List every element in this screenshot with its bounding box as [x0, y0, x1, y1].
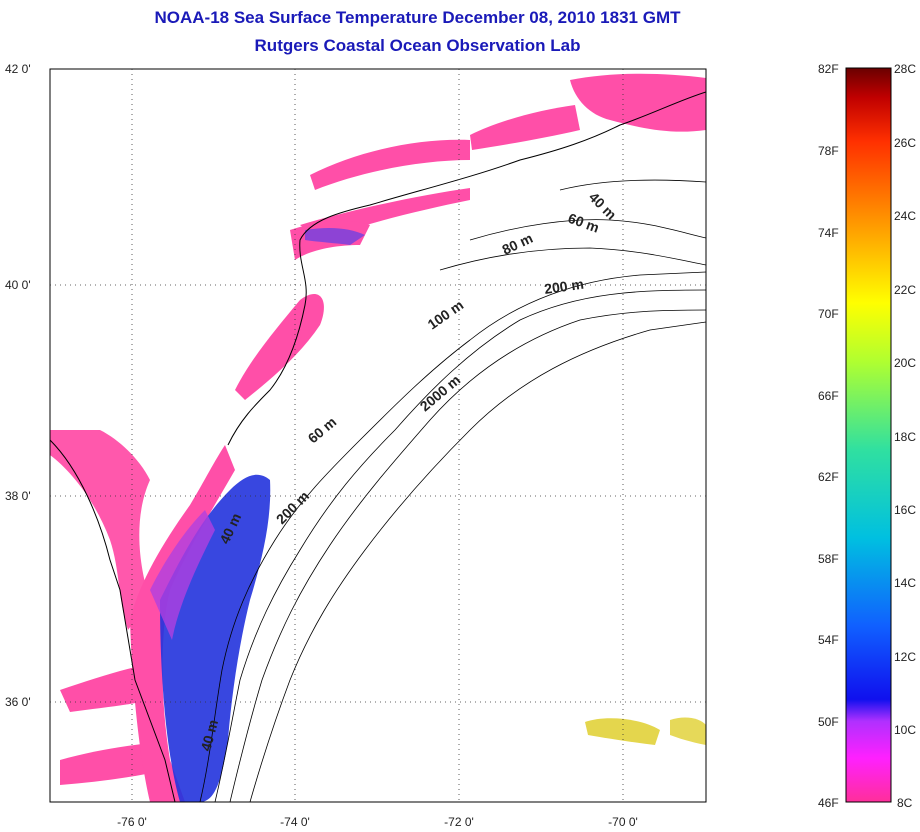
coastline: [50, 91, 706, 802]
lon-label-72: -72 0': [444, 815, 474, 829]
coastal-cold-water: [130, 445, 235, 802]
cbar-c-8: 8C: [897, 796, 913, 810]
cbar-f-82: 82F: [818, 62, 839, 76]
cbar-f-66: 66F: [818, 389, 839, 403]
map-title: NOAA-18 Sea Surface Temperature December…: [154, 8, 681, 27]
cbar-f-62: 62F: [818, 470, 839, 484]
cbar-c-26: 26C: [894, 136, 917, 150]
colorbar: [845, 67, 892, 803]
isobath-label: 40 m: [197, 718, 221, 753]
cbar-c-28: 28C: [894, 62, 917, 76]
warm-patch-south: [585, 718, 660, 745]
cbar-c-14: 14C: [894, 576, 917, 590]
cbar-f-54: 54F: [818, 633, 839, 647]
lat-label-38: 38 0': [5, 489, 31, 503]
lat-label-42: 42 0': [5, 62, 31, 76]
lon-label-70: -70 0': [608, 815, 638, 829]
cbar-c-20: 20C: [894, 356, 917, 370]
pamlico-sound-sst: [60, 665, 150, 712]
chesapeake-bay-sst: [50, 430, 150, 630]
cbar-c-12: 12C: [894, 650, 917, 664]
isobath-label: 60 m: [566, 210, 601, 236]
warm-patch-east: [670, 717, 706, 745]
cbar-c-18: 18C: [894, 430, 917, 444]
lon-label-74: -74 0': [280, 815, 310, 829]
isobath-label: 200 m: [273, 488, 312, 527]
lon-label-76: -76 0': [117, 815, 147, 829]
isobaths: [199, 179, 706, 802]
delaware-nj-cold-water: [235, 294, 324, 400]
map-subtitle: Rutgers Coastal Ocean Observation Lab: [254, 36, 581, 55]
rhode-island-sound-sst: [470, 105, 580, 150]
shelf-water-blue: [160, 474, 271, 802]
cbar-f-50: 50F: [818, 715, 839, 729]
cape-cod-bay-sst: [570, 73, 706, 132]
map-frame: [49, 68, 707, 803]
albemarle-sound-sst: [60, 742, 165, 785]
cbar-c-16: 16C: [894, 503, 917, 517]
lat-label-40: 40 0': [5, 278, 31, 292]
cbar-f-46: 46F: [818, 796, 839, 810]
isobath-label: 100 m: [425, 297, 467, 333]
isobath-label: 200 m: [543, 276, 585, 297]
cbar-f-78: 78F: [818, 144, 839, 158]
graticule: [50, 69, 706, 802]
cbar-f-70: 70F: [818, 307, 839, 321]
shelf-water-purple: [150, 510, 215, 640]
lat-label-36: 36 0': [5, 695, 31, 709]
isobath-label: 60 m: [305, 414, 340, 447]
cbar-f-58: 58F: [818, 552, 839, 566]
cbar-c-24: 24C: [894, 209, 917, 223]
cbar-f-74: 74F: [818, 226, 839, 240]
long-island-shore-sst: [310, 139, 470, 190]
isobath-label: 80 m: [500, 230, 536, 258]
cbar-c-22: 22C: [894, 283, 917, 297]
ny-bight-purple: [305, 227, 365, 245]
cbar-c-10: 10C: [894, 723, 917, 737]
